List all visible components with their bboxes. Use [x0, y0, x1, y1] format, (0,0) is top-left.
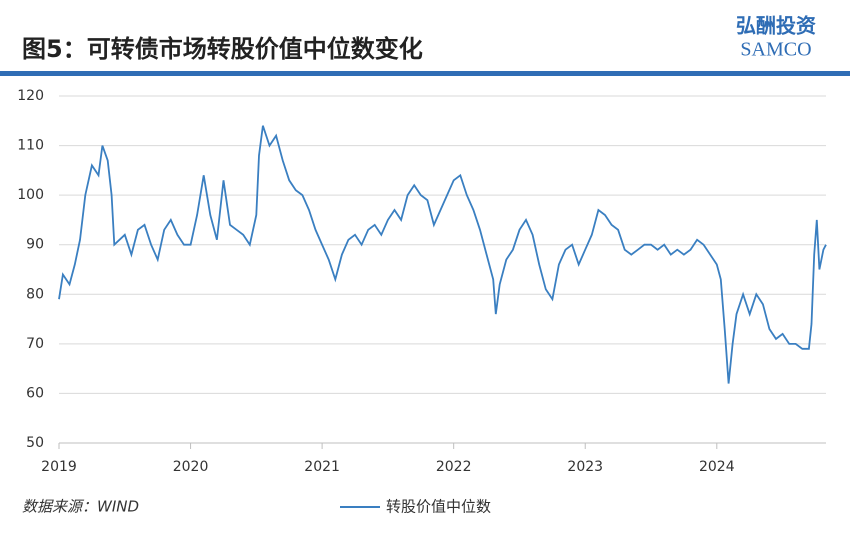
- y-tick-label: 120: [17, 88, 44, 104]
- header-bar: [0, 71, 850, 76]
- x-tick-label: 2021: [304, 459, 340, 475]
- y-tick-label: 80: [26, 286, 44, 302]
- y-tick-label: 60: [26, 385, 44, 401]
- y-tick-label: 50: [26, 435, 44, 451]
- y-tick-label: 110: [17, 138, 44, 154]
- title: 图5：可转债市场转股价值中位数变化: [22, 35, 423, 63]
- x-tick-label: 2023: [567, 459, 603, 475]
- y-tick-label: 90: [26, 237, 44, 253]
- x-tick-label: 2024: [699, 459, 735, 475]
- y-tick-label: 70: [26, 336, 44, 352]
- logo-en: SAMCO: [740, 39, 811, 61]
- source: 数据来源：WIND: [22, 498, 139, 516]
- y-tick-label: 100: [17, 187, 44, 203]
- x-tick-label: 2022: [436, 459, 472, 475]
- x-tick-label: 2020: [173, 459, 209, 475]
- legend-label: 转股价值中位数: [386, 498, 491, 516]
- logo-cn: 弘酬投资: [736, 14, 816, 38]
- x-tick-label: 2019: [41, 459, 77, 475]
- series-line: [58, 125, 827, 384]
